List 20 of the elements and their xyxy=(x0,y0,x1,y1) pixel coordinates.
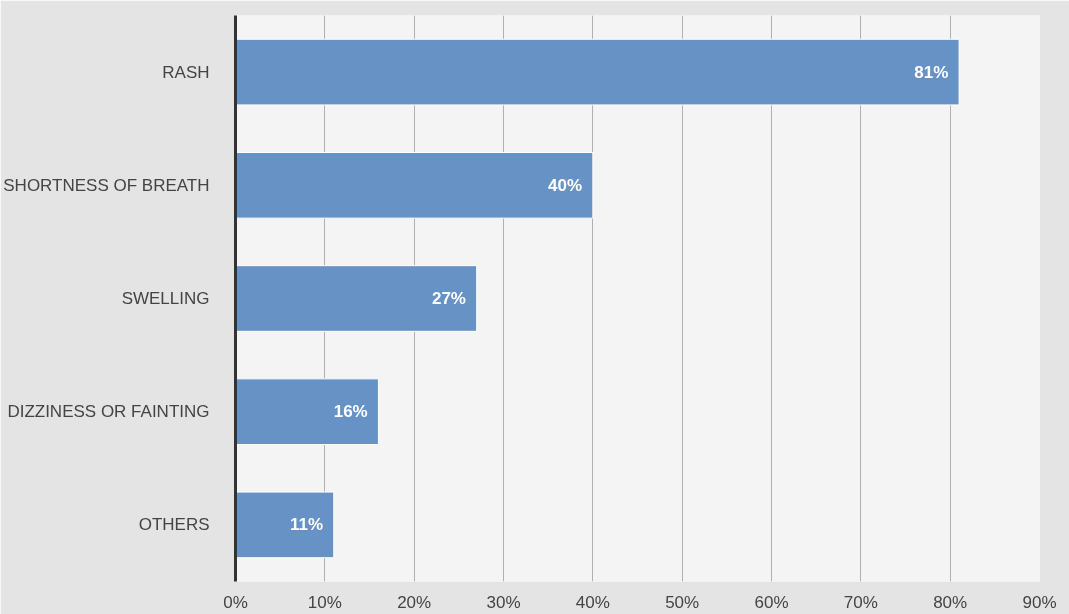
y-tick-label: SHORTNESS OF BREATH xyxy=(3,175,210,195)
x-tick-label: 20% xyxy=(397,592,432,612)
x-tick-label: 30% xyxy=(486,592,521,612)
x-tick-label: 50% xyxy=(665,592,700,612)
data-label: 40% xyxy=(548,175,583,195)
x-tick-label: 0% xyxy=(223,592,248,612)
x-tick-label: 70% xyxy=(843,592,878,612)
data-label: 11% xyxy=(289,515,324,535)
x-tick-label: 10% xyxy=(307,592,342,612)
y-tick-label: OTHERS xyxy=(138,515,210,535)
y-tick-label: RASH xyxy=(162,62,210,82)
data-label: 27% xyxy=(431,289,466,308)
x-tick-label: 90% xyxy=(1022,592,1057,612)
data-label: 81% xyxy=(914,62,949,82)
x-tick-label: 40% xyxy=(575,592,610,612)
data-label: 16% xyxy=(333,402,368,422)
y-tick-label: SWELLING xyxy=(121,289,210,308)
y-tick-label: DIZZINESS OR FAINTING xyxy=(7,402,210,422)
x-tick-label: 80% xyxy=(933,592,968,612)
x-tick-label: 60% xyxy=(754,592,789,612)
